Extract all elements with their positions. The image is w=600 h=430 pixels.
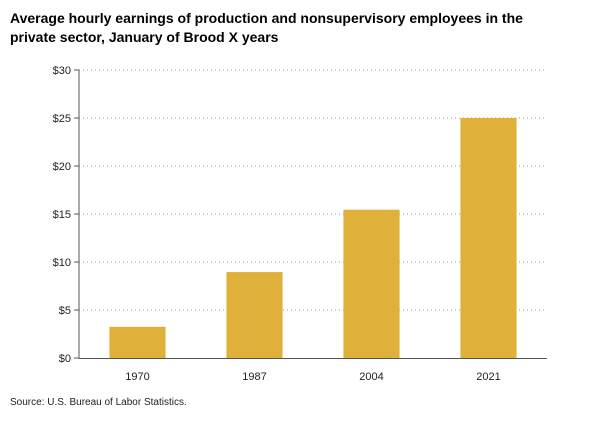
x-tick-label: 2021 [476, 371, 500, 383]
x-axis-ticks: 1970 1987 2004 2021 [125, 371, 500, 383]
chart-title: Average hourly earnings of production an… [10, 10, 523, 45]
y-tick-label: $5 [59, 305, 71, 317]
y-tick-label: $10 [53, 257, 71, 269]
y-tick-label: $25 [53, 113, 71, 125]
y-tick-label: $0 [59, 353, 71, 365]
bar [460, 118, 517, 358]
y-tick-label: $20 [53, 161, 71, 173]
x-tick-label: 1970 [125, 371, 149, 383]
x-tick-label: 2004 [359, 371, 383, 383]
y-axis-ticks: $0 $5 $10 $15 $20 $25 $30 [53, 65, 79, 365]
bar [109, 326, 166, 358]
bar [226, 272, 283, 358]
x-tick-label: 1987 [242, 371, 266, 383]
source-note: Source: U.S. Bureau of Labor Statistics. [10, 397, 187, 408]
y-tick-label: $30 [53, 65, 71, 77]
bar [343, 209, 400, 358]
y-tick-label: $15 [53, 209, 71, 221]
bars [109, 118, 517, 358]
